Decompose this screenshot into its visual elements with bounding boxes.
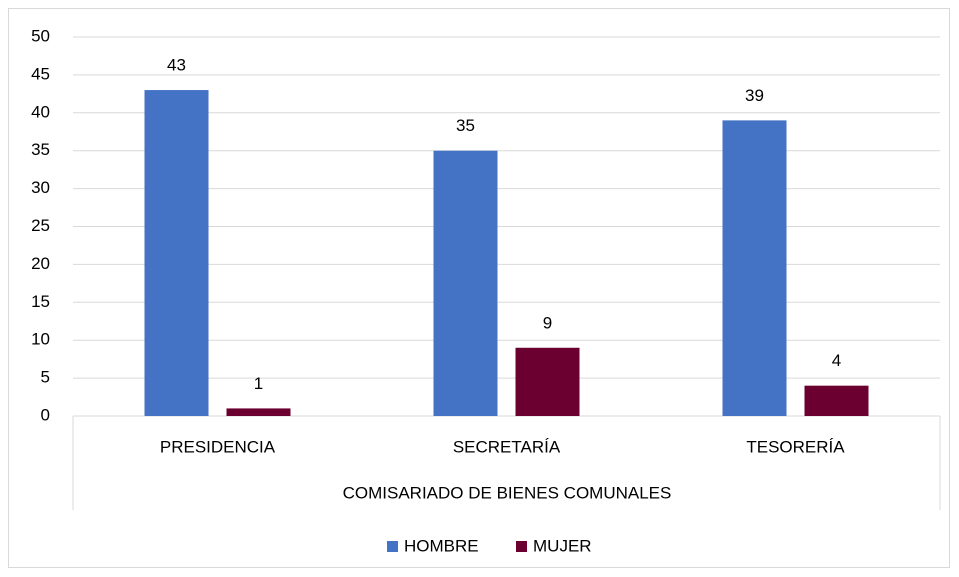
value-label: 4	[832, 351, 841, 370]
value-label: 35	[456, 116, 475, 135]
x-tick-label: TESORERÍA	[746, 437, 845, 456]
y-tick-label: 0	[41, 405, 50, 424]
y-tick-label: 15	[31, 292, 50, 311]
bar	[804, 385, 869, 416]
legend-swatch	[387, 541, 398, 552]
bar	[515, 347, 580, 416]
value-label: 9	[543, 313, 552, 332]
bar	[226, 408, 291, 416]
bar	[433, 150, 498, 416]
legend-label: MUJER	[533, 536, 592, 555]
y-tick-label: 30	[31, 178, 50, 197]
y-tick-label: 5	[41, 368, 50, 387]
y-tick-label: 35	[31, 140, 50, 159]
legend-swatch	[516, 541, 527, 552]
y-tick-label: 20	[31, 254, 50, 273]
y-tick-label: 10	[31, 330, 50, 349]
x-tick-label: SECRETARÍA	[453, 437, 561, 456]
x-tick-label: PRESIDENCIA	[160, 437, 276, 456]
legend-label: HOMBRE	[404, 536, 479, 555]
y-tick-label: 40	[31, 102, 50, 121]
value-label: 39	[745, 86, 764, 105]
x-axis-label: COMISARIADO DE BIENES COMUNALES	[343, 483, 672, 502]
bar	[144, 90, 209, 416]
value-label: 43	[167, 56, 186, 75]
value-label: 1	[254, 374, 263, 393]
y-tick-label: 45	[31, 64, 50, 83]
y-tick-label: 50	[31, 26, 50, 45]
bar	[722, 120, 787, 416]
y-tick-label: 25	[31, 216, 50, 235]
